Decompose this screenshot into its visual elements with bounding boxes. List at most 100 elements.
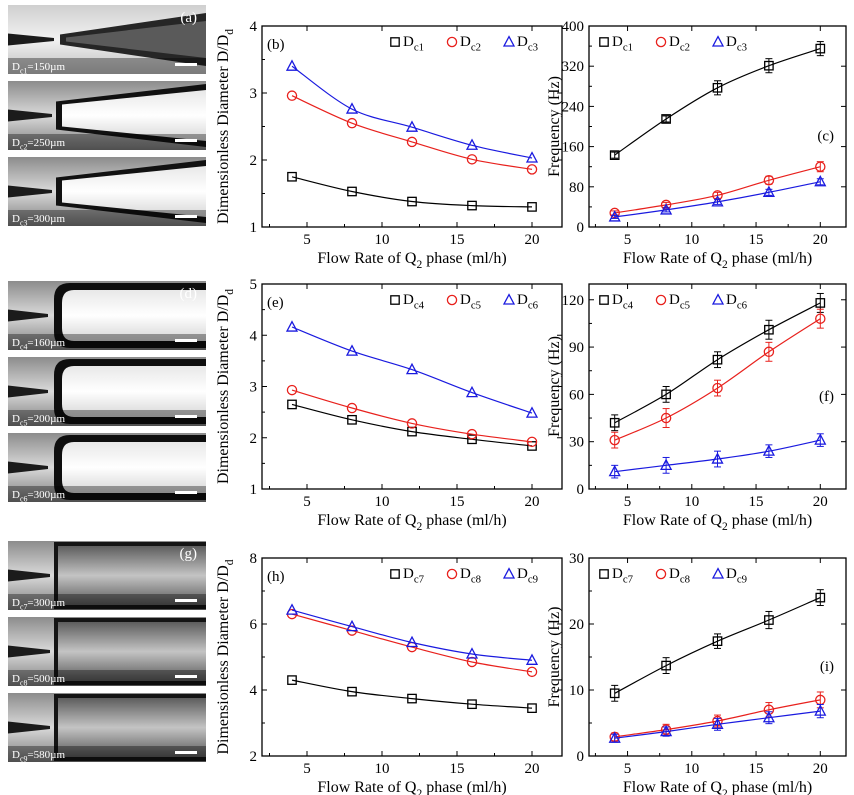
legend-label-part: D (517, 566, 528, 582)
data-point (609, 417, 620, 428)
data-point (345, 619, 359, 632)
legend-marker (655, 568, 667, 580)
photo-caption-part: c1 (20, 66, 28, 75)
data-point (815, 161, 826, 172)
y-tick-label: 0 (577, 482, 585, 498)
photo-caption: Dc3=300µm (12, 213, 65, 227)
legend-label: Dc2 (460, 34, 481, 54)
data-point (287, 171, 297, 182)
photo-caption: Dc2=250µm (12, 137, 65, 151)
legend-label-part: c7 (623, 574, 634, 586)
legend-marker (711, 567, 725, 579)
y-tick-label: 2 (250, 431, 258, 447)
x-tick-label: 20 (525, 494, 540, 510)
collection-capillary-bore (62, 90, 206, 141)
photo-caption-part: =500µm (27, 673, 65, 685)
scale-bar (175, 751, 197, 754)
data-point (346, 117, 358, 129)
photo-caption-part: =300µm (27, 489, 65, 501)
legend-label-part: c5 (471, 300, 481, 312)
caption-strip (8, 594, 206, 610)
y-tick-label: 2 (250, 153, 258, 169)
x-tick-label: 20 (813, 494, 828, 510)
series (287, 399, 537, 451)
data-point (465, 647, 479, 659)
x-axis-label: Flow Rate of Q2 phase (ml/h) (623, 512, 812, 533)
x-tick-label: 20 (813, 761, 828, 777)
y-axis-label-part: Dimensionless Diameter D/D (215, 565, 232, 754)
caption-strip (8, 334, 206, 350)
y-axis-label-part: d (224, 289, 236, 295)
data-point (347, 686, 357, 697)
data-point (527, 202, 537, 212)
x-axis-label-part: phase (ml/h) (422, 512, 506, 529)
y-tick-label: 1 (250, 482, 258, 498)
data-point (347, 414, 357, 425)
chart-i: 5 10 15 20 0 10 20 30 Flow Rate of Q2 phase (ml/… (546, 551, 847, 795)
x-tick-label: 5 (303, 232, 311, 248)
data-point (763, 346, 775, 358)
legend-marker (502, 567, 516, 579)
legend-label-part: D (612, 292, 623, 308)
x-tick-label: 5 (624, 761, 632, 777)
x-axis-label-part: 2 (722, 788, 728, 795)
y-axis-label: Frequency (Hz) (546, 607, 563, 708)
legend-label: Dc5 (669, 292, 690, 312)
y-axis-label: Dimensionless Diameter D/Dd (215, 289, 236, 484)
legend-label-part: c9 (737, 574, 747, 586)
series-line (614, 48, 821, 156)
series (286, 90, 538, 175)
caption-strip (8, 486, 206, 502)
data-point (465, 138, 479, 150)
photo-caption: Dc5=200µm (12, 413, 65, 427)
x-axis-label-part: phase (ml/h) (728, 250, 812, 267)
y-tick-label: 30 (569, 435, 584, 451)
data-point (660, 458, 673, 470)
collection-capillary-bore (66, 21, 206, 58)
data-point (285, 59, 299, 71)
inner-capillary (8, 109, 52, 122)
data-point (712, 354, 723, 365)
photo-caption: Dc7=300µm (12, 597, 65, 611)
x-axis-label-part: Flow Rate of Q (623, 250, 723, 267)
photo-caption-part: =150µm (27, 61, 65, 73)
y-axis-label-part: d (224, 29, 236, 35)
legend-marker (711, 293, 725, 305)
x-tick-label: 10 (375, 232, 390, 248)
legend-label-part: c1 (414, 42, 424, 54)
x-axis-label-part: phase (ml/h) (728, 512, 812, 529)
data-point (406, 418, 418, 429)
x-tick-label: 5 (624, 232, 632, 248)
legend-label-part: D (669, 34, 680, 50)
data-point (712, 636, 723, 647)
y-axis-label: Dimensionless Diameter D/Dd (215, 29, 236, 224)
y-tick-label: 30 (569, 551, 584, 567)
x-tick-label: 5 (303, 494, 311, 510)
legend-label-part: D (726, 34, 737, 50)
x-tick-label: 10 (375, 761, 390, 777)
y-tick-label: 320 (562, 59, 585, 75)
data-point (609, 434, 620, 446)
x-tick-label: 15 (749, 494, 764, 510)
data-point (405, 362, 419, 375)
legend-marker (446, 294, 458, 306)
legend-label-part: c2 (471, 42, 481, 54)
legend-marker (390, 295, 400, 305)
data-point (608, 731, 621, 743)
y-tick-label: 3 (250, 380, 258, 396)
x-axis-label-part: 2 (722, 521, 728, 533)
inner-capillary (8, 309, 48, 322)
legend-label-part: D (517, 34, 528, 50)
series (285, 603, 539, 665)
photo-caption: Dc8=500µm (12, 673, 65, 687)
photo-caption-part: D (12, 213, 20, 225)
inner-capillary (8, 721, 50, 734)
y-axis-label-part: d (224, 559, 236, 565)
data-point (466, 154, 478, 165)
series (608, 174, 827, 222)
legend-label-part: D (460, 34, 471, 50)
data-point (661, 114, 671, 124)
x-tick-label: 10 (375, 494, 390, 510)
